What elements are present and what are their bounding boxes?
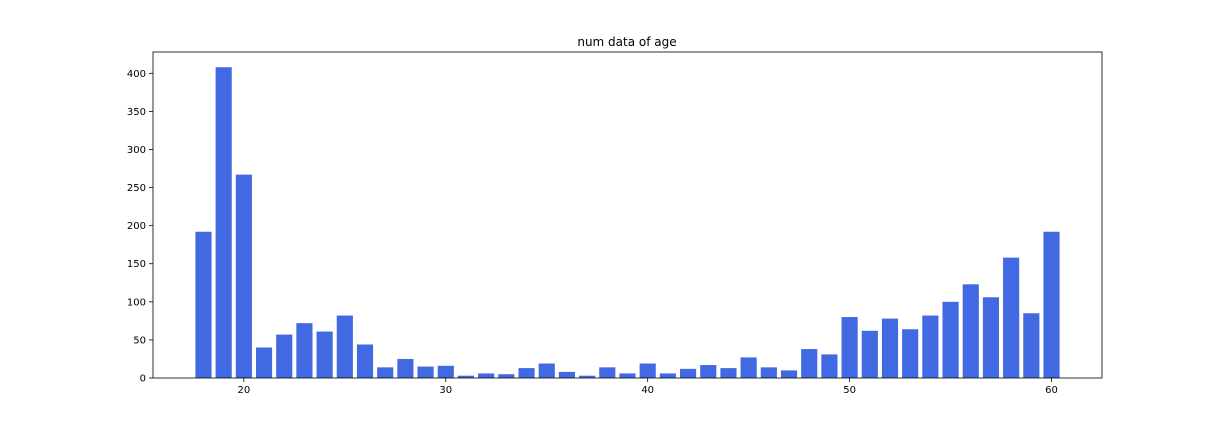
y-tick-label: 0 [140,374,146,385]
y-tick-label: 50 [133,335,146,346]
bar-age-35 [538,363,555,378]
bar-age-42 [680,368,697,378]
chart-title: num data of age [577,35,676,49]
bar-age-43 [700,365,717,378]
bar-age-49 [821,354,838,378]
bar-age-27 [377,367,394,378]
bar-age-28 [397,358,414,378]
bar-age-54 [922,315,939,378]
plot-area-frame [152,51,1103,379]
bar-age-18 [195,231,212,378]
bar-age-21 [255,347,273,378]
y-tick-label: 400 [127,69,146,80]
y-tick-label: 100 [127,297,146,308]
bar-age-44 [720,368,737,378]
x-tick-label: 50 [843,385,856,396]
bar-age-47 [780,370,798,378]
bar-age-40 [639,363,656,378]
y-tick-label: 250 [127,183,146,194]
bar-age-56 [962,284,979,378]
bar-age-46 [760,367,777,378]
bar-age-39 [619,373,636,378]
bar-age-60 [1043,231,1060,378]
bar-age-41 [659,373,676,378]
bar-age-22 [276,334,293,378]
bar-age-45 [740,357,757,378]
bar-age-32 [478,373,495,378]
bar-age-53 [902,329,919,378]
x-tick-label: 30 [439,385,452,396]
bar-age-30 [437,365,454,378]
x-tick-label: 60 [1045,385,1058,396]
y-tick-label: 200 [127,221,146,232]
y-tick-label: 300 [127,145,146,156]
bar-age-58 [1003,257,1020,378]
bar-age-26 [356,344,374,378]
bar-age-50 [841,317,858,378]
x-axis: 20 30 40 50 60 [237,378,1058,396]
bar-age-36 [558,371,575,378]
bar-age-59 [1023,313,1040,378]
bar-age-20 [235,174,252,378]
bar-age-38 [599,367,616,378]
bar-age-23 [296,323,313,378]
bar-age-24 [316,331,333,378]
y-tick-label: 350 [127,107,146,118]
bar-age-48 [801,349,818,378]
bar-age-57 [982,297,1000,378]
bar-age-37 [579,375,596,378]
y-tick-label: 150 [127,259,146,270]
bar-age-55 [942,301,959,378]
bar-age-51 [861,330,878,378]
y-axis: 0 50 100 150 200 250 300 350 400 [127,69,153,385]
bar-age-29 [417,366,434,378]
bar-age-25 [336,315,353,378]
x-tick-label: 20 [237,385,250,396]
x-tick-label: 40 [641,385,654,396]
bar-age-52 [881,318,899,378]
bar-age-33 [498,374,515,378]
bar-age-34 [518,368,535,378]
bar-age-19 [215,67,232,378]
bars-group [195,67,1060,378]
bar-age-31 [457,375,475,378]
